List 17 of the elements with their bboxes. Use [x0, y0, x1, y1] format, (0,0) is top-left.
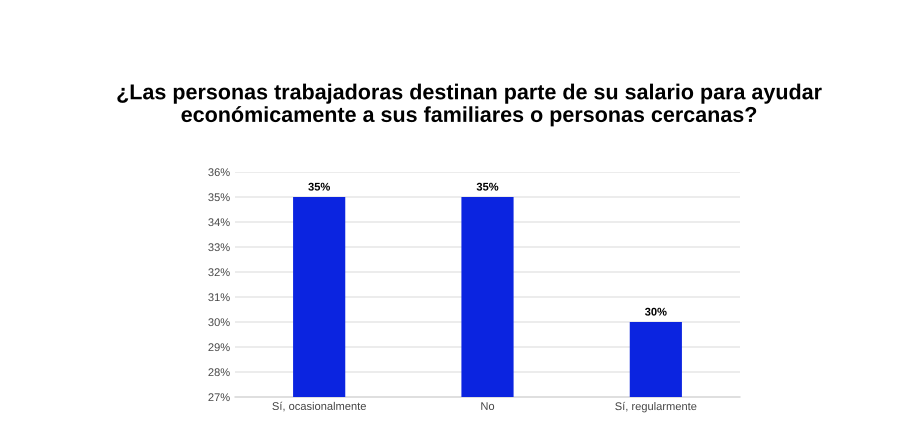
x-tick-label: No [481, 402, 494, 410]
y-tick-label: 27% [208, 393, 230, 402]
y-tick-label: 29% [208, 343, 230, 352]
data-label: 30% [644, 308, 667, 316]
y-tick-label: 33% [208, 243, 230, 252]
y-tick-label: 28% [208, 368, 230, 376]
data-label: 35% [308, 182, 330, 191]
chart-title: ¿Las personas trabajadoras destinan parte de su salario para ayudar económicamente a sus familiares o personas cercanas? [117, 84, 822, 126]
y-tick-label: 30% [208, 318, 230, 326]
y-tick-label: 35% [208, 193, 230, 202]
y-tick-label: 32% [208, 268, 230, 276]
data-label: 35% [476, 182, 498, 191]
y-tick-label: 31% [208, 293, 230, 302]
y-tick-label: 34% [208, 218, 230, 226]
y-tick-label: 36% [208, 168, 230, 176]
x-tick-label: Sí, regularmente [615, 402, 696, 412]
x-tick-label: Sí, ocasionalmente [272, 402, 366, 412]
